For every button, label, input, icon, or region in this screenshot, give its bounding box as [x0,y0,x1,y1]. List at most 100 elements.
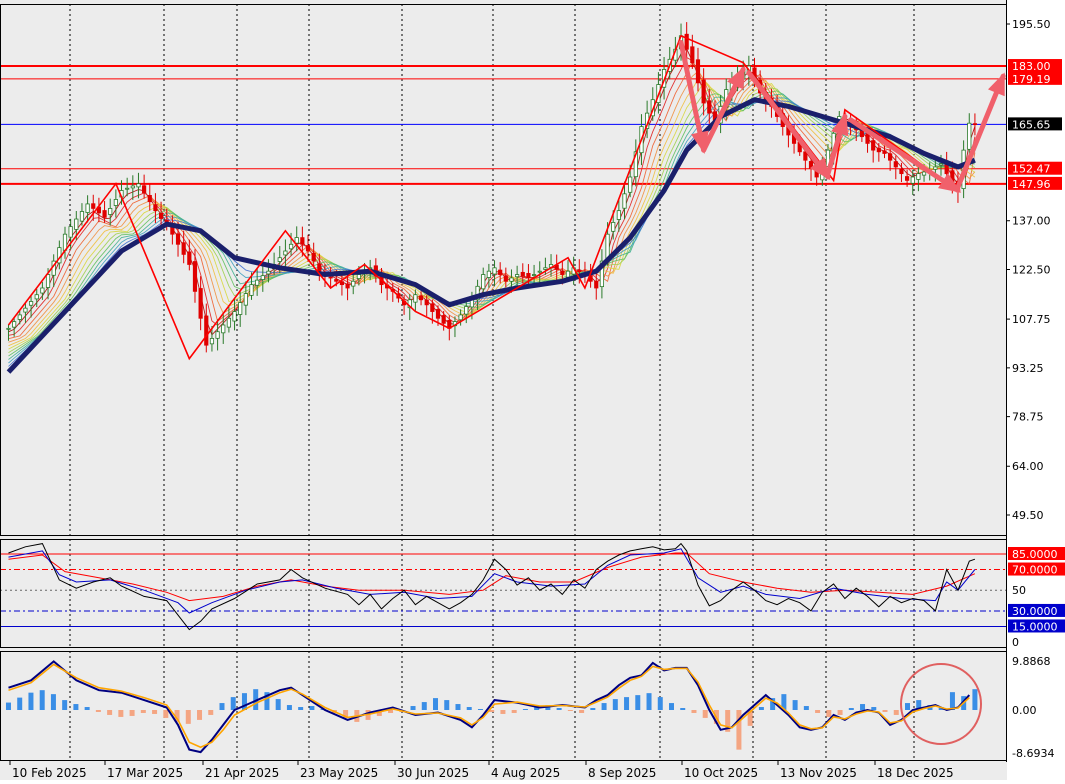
candle-body [578,271,581,272]
candle-body [888,154,891,160]
macd-histogram-bar [186,710,191,724]
macd-tick-label: -8.6934 [1012,747,1054,760]
candle-body [137,184,140,187]
price-tick-label: 107.75 [1012,313,1051,326]
macd-histogram-bar [523,709,528,710]
candle-body [691,47,694,63]
candle-body [244,294,247,306]
candle-body [182,243,185,255]
macd-histogram-bar [691,710,696,713]
price-tick-label: 137.00 [1012,215,1051,228]
macd-histogram-bar [40,690,45,710]
macd-histogram-bar [826,710,831,717]
macd-histogram-bar [647,693,652,710]
candle-body [188,252,191,265]
candle-body [75,219,78,229]
macd-histogram-bar [972,689,977,710]
macd-histogram-bar [500,710,505,714]
macd-histogram-bar [163,710,168,718]
macd-tick-label: 9.8868 [1012,655,1051,668]
candle-body [131,186,134,188]
candle-body [504,276,507,281]
candle-body [12,322,15,328]
macd-histogram-bar [298,707,303,710]
candle-body [24,308,27,312]
candle-body [148,195,151,201]
price-tick-label: 49.50 [1012,509,1044,522]
macd-histogram-bar [73,704,78,710]
candle-body [29,301,32,305]
candle-body [103,211,106,218]
candle-body [973,124,976,125]
candle-body [267,271,270,274]
candle-body [617,211,620,220]
price-tick-label: 122.50 [1012,264,1051,277]
candle-body [239,303,242,315]
candle-body [544,268,547,270]
macd-histogram-bar [276,699,281,710]
candle-body [261,276,264,280]
macd-histogram-bar [703,710,708,718]
candle-body [335,280,338,282]
price-tick-label: 78.75 [1012,411,1044,424]
macd-histogram-bar [422,702,427,710]
candle-body [176,234,179,244]
candle-body [595,281,598,288]
time-tick-label: 4 Aug 2025 [491,766,560,780]
candle-body [934,167,937,169]
macd-histogram-bar [467,707,472,710]
macd-histogram-bar [118,710,123,717]
candle-body [312,253,315,261]
candle-body [510,278,513,281]
osc-tick-label: 50 [1012,584,1026,597]
candle-body [18,315,21,320]
candle-body [306,246,309,251]
candle-body [871,141,874,150]
candle-body [414,295,417,302]
macd-histogram-bar [680,708,685,710]
candle-body [566,271,569,277]
candle-body [295,238,298,244]
candle-body [227,318,230,327]
macd-histogram-bar [658,697,663,710]
macd-histogram-bar [860,704,865,710]
macd-tick-label: 0.00 [1012,704,1037,717]
candle-body [284,251,287,255]
macd-histogram-bar [568,710,573,711]
candle-body [222,325,225,333]
candle-body [515,275,518,277]
candle-body [922,172,925,175]
candle-body [498,270,501,274]
candle-body [278,258,281,262]
candle-body [289,244,292,249]
macd-histogram-bar [736,710,741,750]
candle-body [459,315,462,320]
macd-histogram-bar [141,710,146,713]
macd-histogram-bar [107,710,112,715]
candle-body [41,288,44,293]
candle-body [561,271,564,274]
candle-body [109,208,112,214]
candle-body [431,304,434,312]
macd-histogram-bar [433,698,438,710]
time-tick-label: 18 Dec 2025 [877,766,954,780]
osc-tick-label: 0 [1012,636,1019,649]
macd-histogram-bar [579,710,584,713]
macd-histogram-bar [85,707,90,710]
macd-histogram-bar [590,708,595,710]
candle-body [352,281,355,286]
candle-body [532,275,535,276]
candle-body [357,275,360,279]
candle-body [205,316,208,345]
macd-histogram-bar [883,710,888,712]
macd-histogram-bar [62,700,67,710]
macd-histogram-bar [17,698,22,710]
macd-histogram-bar [602,703,607,710]
candle-body [340,282,343,285]
candle-body [193,262,196,292]
candle-body [911,177,914,183]
candle-body [80,211,83,221]
level-price-label: 165.65 [1012,118,1051,131]
